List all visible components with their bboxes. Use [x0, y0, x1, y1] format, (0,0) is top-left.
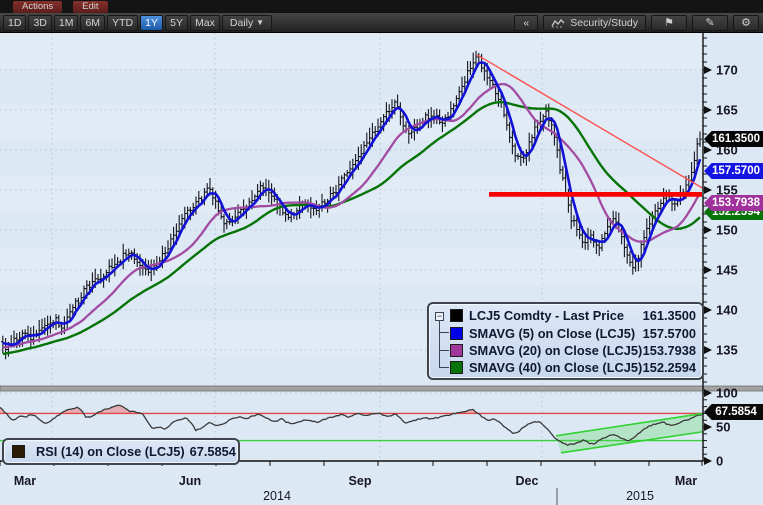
series-swatch-sma20 — [450, 343, 463, 357]
svg-text:Sep: Sep — [349, 474, 372, 488]
legend-value: 152.2594 — [642, 360, 696, 376]
svg-text:50: 50 — [716, 420, 730, 435]
legend-label: SMAVG (5) on Close (LCJ5) — [469, 325, 636, 341]
rsi-channel-lower-line[interactable] — [560, 430, 704, 454]
rsi-overbought-fill — [0, 405, 702, 414]
rsi-study-label[interactable]: RSI (14) on Close (LCJ5) 67.5854 — [2, 438, 240, 465]
legend-label: SMAVG (40) on Close (LCJ5) — [469, 360, 643, 376]
sma20-price-tag: 153.7938 — [704, 195, 763, 211]
flag-button[interactable]: ⚑ — [651, 15, 687, 31]
toolbar-right-tools: « Security/Study ⚑ ✎ ⚙ — [514, 15, 761, 31]
edit-menu-button[interactable]: Edit — [73, 0, 108, 13]
period-button-ytd[interactable]: YTD — [107, 14, 139, 31]
last-price-tag: 161.3500 — [704, 131, 763, 147]
svg-text:2014: 2014 — [263, 489, 291, 503]
security-study-button[interactable]: Security/Study — [543, 15, 646, 31]
svg-text:140: 140 — [716, 303, 738, 318]
legend-label: LCJ5 Comdty - Last Price — [469, 308, 625, 324]
legend-row-sma5[interactable]: SMAVG (5) on Close (LCJ5) 157.5700 — [440, 324, 696, 341]
chart-toolbar: 1D 3D 1M 6M YTD 1Y 5Y Max Daily ▼ « Secu… — [0, 13, 763, 33]
chevron-down-icon: ▼ — [256, 17, 265, 27]
series-swatch-last-price — [450, 309, 463, 323]
mini-chart-icon — [551, 19, 565, 28]
settings-button[interactable]: ⚙ — [733, 15, 759, 31]
legend-row-last-price[interactable]: LCJ5 Comdty - Last Price 161.3500 — [450, 307, 696, 324]
svg-text:135: 135 — [716, 343, 738, 358]
legend-tree-stub — [440, 332, 449, 334]
svg-text:Mar: Mar — [675, 474, 697, 488]
collapse-panel-button[interactable]: « — [514, 15, 539, 31]
legend-value: 157.5700 — [642, 325, 696, 341]
rsi-value-tag: 67.5854 — [704, 404, 763, 420]
panel-resize-handle[interactable] — [0, 385, 763, 392]
rsi-label: RSI (14) on Close (LCJ5) — [36, 444, 185, 459]
sma40-line — [2, 100, 701, 356]
rsi-channel-upper-line[interactable] — [555, 412, 704, 437]
sma20-line — [2, 82, 701, 349]
svg-text:100: 100 — [716, 386, 738, 401]
svg-text:Dec: Dec — [516, 474, 539, 488]
period-button-6m[interactable]: 6M — [80, 14, 106, 31]
legend-value: 161.3500 — [642, 308, 696, 324]
svg-text:0: 0 — [716, 454, 723, 469]
gear-icon: ⚙ — [741, 16, 751, 29]
svg-text:165: 165 — [716, 103, 738, 118]
svg-text:145: 145 — [716, 263, 738, 278]
series-swatch-sma40 — [450, 361, 463, 375]
svg-text:Mar: Mar — [14, 474, 36, 488]
sma5-line — [2, 61, 702, 347]
svg-text:170: 170 — [716, 63, 738, 78]
rsi-swatch — [12, 445, 25, 458]
svg-text:Jun: Jun — [179, 474, 201, 488]
security-study-label: Security/Study — [570, 17, 638, 29]
actions-menu-button[interactable]: Actions — [13, 0, 63, 13]
chart-area: 135 140 145 150 155 160 165 170 0 50 100 Mar Jun Sep D… — [0, 33, 763, 505]
frequency-label: Daily — [229, 16, 254, 29]
pencil-icon: ✎ — [705, 16, 715, 29]
legend-tree-line — [439, 317, 440, 368]
rsi-value: 67.5854 — [189, 444, 236, 459]
legend-tree-stub — [440, 367, 449, 369]
period-button-5y[interactable]: 5Y — [165, 14, 189, 31]
legend-value: 153.7938 — [642, 342, 696, 358]
legend-row-sma40[interactable]: SMAVG (40) on Close (LCJ5) 152.2594 — [440, 359, 696, 376]
series-swatch-sma5 — [450, 326, 463, 340]
time-axis: Mar Jun Sep Dec Mar 2014 2015 — [0, 460, 703, 505]
gridlines — [0, 33, 703, 461]
menu-bar: Actions Edit — [0, 0, 763, 13]
svg-text:2015: 2015 — [626, 489, 654, 503]
chart-legend: − LCJ5 Comdty - Last Price 161.3500 SMAV… — [427, 302, 704, 380]
period-button-max[interactable]: Max — [190, 14, 220, 31]
period-button-1y[interactable]: 1Y — [140, 14, 164, 31]
svg-text:150: 150 — [716, 223, 738, 238]
period-button-1d[interactable]: 1D — [3, 14, 27, 31]
svg-text:155: 155 — [716, 183, 738, 198]
period-button-3d[interactable]: 3D — [28, 14, 52, 31]
resistance-trendline[interactable] — [476, 54, 704, 190]
rsi-line — [0, 404, 702, 447]
legend-row-sma20[interactable]: SMAVG (20) on Close (LCJ5) 153.7938 — [440, 342, 696, 359]
annotate-button[interactable]: ✎ — [692, 15, 728, 31]
legend-label: SMAVG (20) on Close (LCJ5) — [469, 342, 643, 358]
legend-tree-stub — [440, 349, 449, 351]
legend-collapse-toggle[interactable]: − — [435, 311, 444, 321]
frequency-dropdown[interactable]: Daily ▼ — [221, 14, 273, 31]
sma5-price-tag: 157.5700 — [704, 163, 763, 179]
period-button-1m[interactable]: 1M — [53, 14, 79, 31]
flag-icon: ⚑ — [664, 16, 674, 29]
